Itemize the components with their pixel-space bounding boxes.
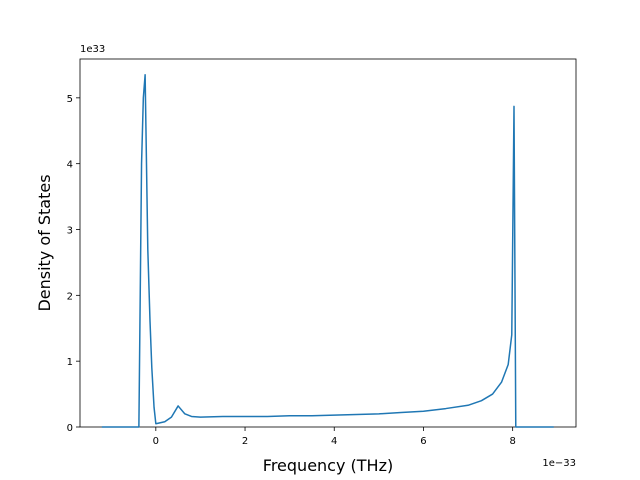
- x-tick-label: 2: [242, 436, 248, 447]
- y-offset-label: 1e33: [80, 44, 105, 55]
- x-axis-label: Frequency (THz): [263, 456, 393, 475]
- y-tick-label: 5: [67, 94, 73, 105]
- y-tick-label: 2: [67, 291, 73, 302]
- x-tick-label: 0: [153, 436, 159, 447]
- y-axis-label: Density of States: [35, 174, 54, 311]
- x-tick-label: 6: [420, 436, 426, 447]
- x-offset-label: 1e−33: [542, 458, 576, 469]
- y-tick-label: 0: [67, 423, 73, 434]
- data-line: [101, 74, 554, 428]
- y-tick-label: 4: [67, 160, 73, 171]
- y-tick-label: 3: [67, 226, 73, 237]
- x-tick-label: 8: [509, 436, 515, 447]
- x-tick-label: 4: [331, 436, 337, 447]
- plot-frame: [79, 58, 577, 428]
- y-tick-label: 1: [67, 357, 73, 368]
